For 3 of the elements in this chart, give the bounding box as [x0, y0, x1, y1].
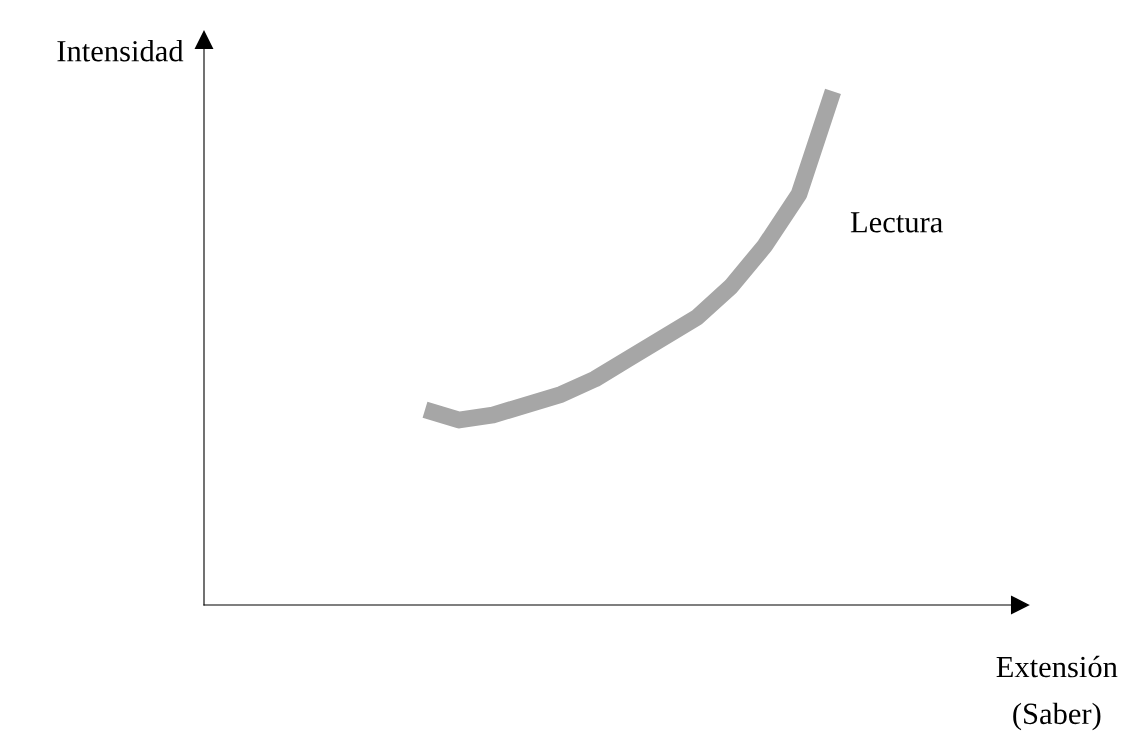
x-axis-title: Extensión (Saber) [996, 655, 1118, 731]
series-label: Lectura [850, 212, 943, 233]
y-axis-title: Intensidad [57, 40, 184, 62]
